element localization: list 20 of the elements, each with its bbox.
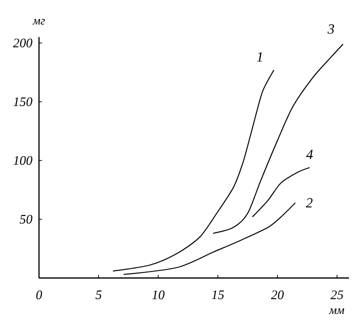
x-axis-title: мм xyxy=(328,308,344,314)
x-tick-label: 15 xyxy=(212,290,224,300)
series-label: 2 xyxy=(306,198,313,208)
x-tick-label: 5 xyxy=(96,290,102,300)
y-axis-title: мг xyxy=(32,18,45,25)
y-tick-label: 150 xyxy=(14,97,32,106)
series-label: 3 xyxy=(328,24,334,34)
y-tick-label: 200 xyxy=(13,38,32,48)
line-series xyxy=(123,202,296,275)
x-tick-label: 10 xyxy=(152,290,165,300)
y-tick-label: 50 xyxy=(20,214,32,224)
x-tick-label: 25 xyxy=(330,290,344,300)
series-label: 1 xyxy=(256,52,262,62)
y-tick-label: 100 xyxy=(14,156,32,165)
line-series xyxy=(252,167,310,218)
line-series xyxy=(112,70,274,272)
x-tick-label: 20 xyxy=(270,290,284,300)
series-label: 4 xyxy=(306,150,313,160)
line-series xyxy=(212,44,344,234)
x-tick-label: 0 xyxy=(36,290,42,300)
